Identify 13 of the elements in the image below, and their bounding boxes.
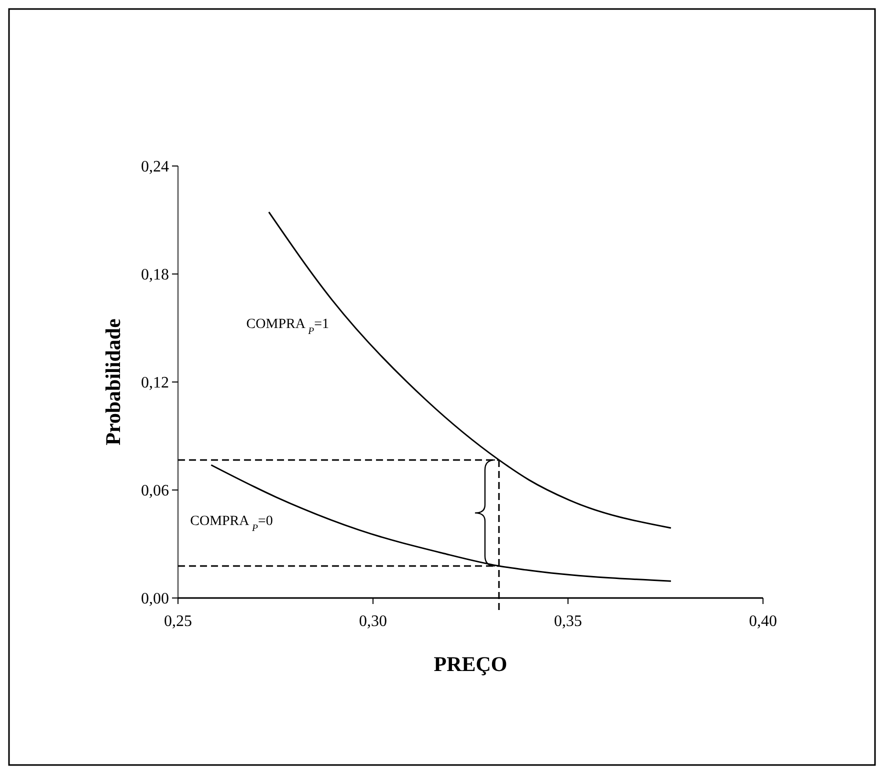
series-label: COMPRA $_{P}$=0 — [190, 514, 273, 534]
y-tick-label: 0,12 — [141, 374, 169, 392]
x-axis-title: PREÇO — [434, 652, 508, 676]
y-axis-title: Probabilidade — [101, 318, 125, 446]
x-tick-label: 0,25 — [164, 613, 192, 630]
y-tick-label: 0,06 — [141, 482, 169, 500]
x-tick-label: 0,35 — [554, 613, 582, 630]
y-tick-label: 0,24 — [141, 158, 169, 176]
x-tick-label: 0,30 — [359, 613, 387, 630]
y-tick-label: 0,00 — [141, 590, 169, 608]
x-tick-label: 0,40 — [749, 613, 777, 630]
series-label: COMPRA $_{P}$=1 — [246, 316, 330, 336]
y-tick-label: 0,18 — [141, 266, 169, 284]
